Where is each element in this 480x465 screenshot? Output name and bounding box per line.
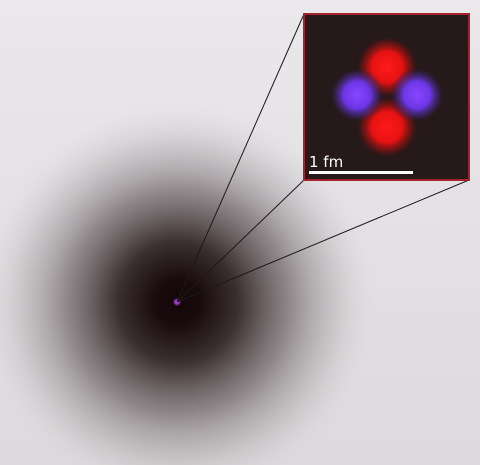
scale-bar-label: 1 fm	[309, 153, 343, 171]
leader-line-top-left	[176, 13, 305, 303]
leader-line-bottom-left	[176, 179, 305, 303]
scale-bar	[309, 171, 413, 174]
zoom-leader-lines	[176, 13, 470, 303]
neutron-right	[390, 68, 444, 122]
inset-border	[303, 13, 470, 181]
nucleus-inset: 1 fm	[303, 13, 470, 181]
electron-cloud	[0, 102, 383, 465]
neutron-left	[330, 68, 384, 122]
leader-line-bottom-right	[176, 179, 470, 303]
